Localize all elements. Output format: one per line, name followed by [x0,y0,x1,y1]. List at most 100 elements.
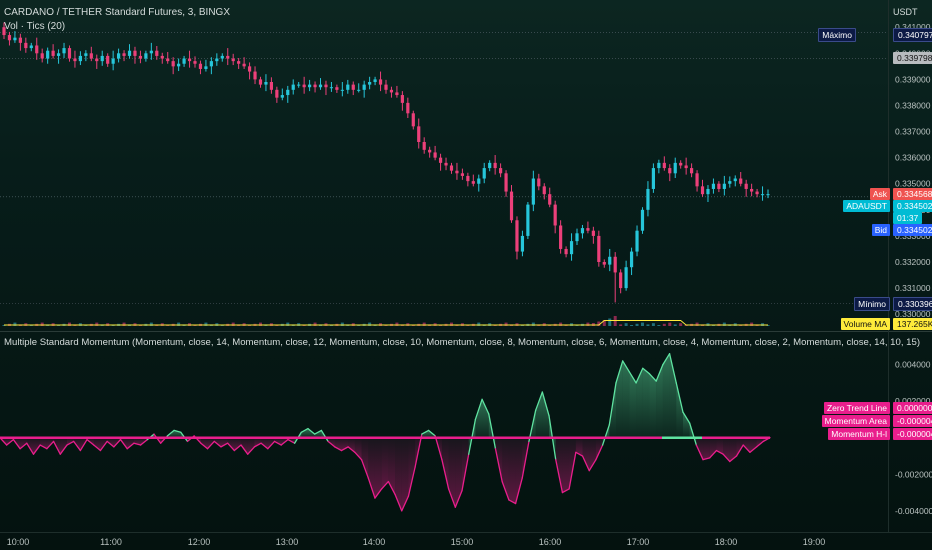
price-tick-label: 0.341000 [895,22,931,32]
momentum-line-segment [126,442,135,450]
price-tick-label: 0.332000 [895,257,931,267]
candle-body [35,45,39,54]
volume-bar [493,325,497,326]
candle-body [357,89,361,91]
volume-bar [679,323,683,326]
momentum-area-segment [535,392,543,438]
candle-body [750,188,754,192]
candle-body [466,175,470,182]
momentum-line-segment [0,437,8,446]
prev-price-value: 0.339798 [893,52,932,64]
candle-body [258,79,263,85]
momentum-line-segment [260,442,269,450]
candle-body [504,173,508,192]
momentum-area-segment [200,437,208,449]
momentum-line-segment [46,440,55,450]
symbol-label: ADAUSDT [843,200,890,212]
indicator-title[interactable]: Multiple Standard Momentum (Momentum, cl… [4,337,921,348]
candle-body [411,113,415,127]
candle-body [373,79,377,82]
momentum-area-segment [66,437,74,446]
momentum-line-segment [227,442,235,452]
momentum-line-segment [86,438,95,446]
volume-bar [122,322,126,326]
volume-bar [2,325,6,326]
momentum-line-segment [66,440,75,446]
volume-bar [586,322,590,326]
momentum-line-segment [307,427,316,435]
momentum-line-segment [139,438,148,446]
momentum-line-segment [675,382,684,413]
bid-value: 0.334502 [893,224,932,236]
momentum-line-segment [220,442,229,448]
momentum-line-segment [689,422,697,446]
momentum-area-segment [508,437,516,504]
momentum-area-segment [649,373,657,438]
momentum-line-segment [401,495,410,512]
price-tick-label: 0.336000 [895,153,931,163]
momentum-line-segment [427,429,436,437]
momentum-area-segment [26,437,34,455]
momentum-line-segment [715,449,724,455]
candle-body [537,178,541,187]
momentum-line-segment [119,438,128,450]
momentum-area-segment [622,360,630,438]
bid-label: Bid [871,224,890,236]
candle-body [384,84,388,90]
ask-value: 0.334568 [893,188,932,200]
volume-bar [651,323,655,326]
momentum-line-segment [508,499,517,505]
volume-bar [286,322,290,326]
volume-bar [602,320,606,326]
candle-body [24,42,28,49]
candle-body [679,162,683,166]
candle-body [127,50,132,56]
volume-ma-line [4,320,768,326]
candle-body [193,61,197,64]
momentum-line-segment [414,433,423,468]
momentum-line-segment [581,455,590,472]
candle-body [662,162,666,169]
candle-body [280,95,284,98]
volume-bar [466,325,470,326]
momentum-line-segment [568,451,577,490]
volume-bar [668,322,672,326]
momentum-area-segment [642,368,650,438]
volume-bar [520,325,524,326]
candle-body [744,183,748,189]
momentum-area-segment [562,437,570,493]
momentum-line-segment [240,444,249,455]
momentum-area-segment [582,437,590,471]
candle-body [231,58,235,62]
momentum-line-segment [662,353,671,366]
candle-body [591,230,595,236]
volume-bar [624,323,628,326]
volume-bar [368,322,372,326]
momentum-area-segment [60,437,67,455]
momentum-area-segment [696,437,704,460]
volume-bar [662,323,666,326]
candle-body [619,272,623,289]
candle-body [302,84,306,88]
candle-body [89,53,93,59]
momentum-area-segment [448,437,456,508]
min-label: Mínimo [854,297,890,311]
candle-body [269,82,273,90]
momentum-area-segment [455,437,462,508]
momentum-area-segment [214,437,221,447]
volume-bar [597,321,601,326]
volume-bar [395,322,399,326]
symbol-title[interactable]: CARDANO / TETHER Standard Futures, 3, BI… [4,7,230,18]
momentum-line-segment [213,440,222,448]
volume-bar [673,324,677,326]
candle-body [187,58,192,62]
candle-body [706,188,710,195]
volume-indicator-label[interactable]: Vol · Tics (20) [4,21,66,32]
momentum-area-segment [703,437,710,460]
candle-body [526,204,530,236]
momentum-area-segment [395,437,402,511]
candle-body [368,82,372,85]
momentum-area-segment [441,437,449,489]
